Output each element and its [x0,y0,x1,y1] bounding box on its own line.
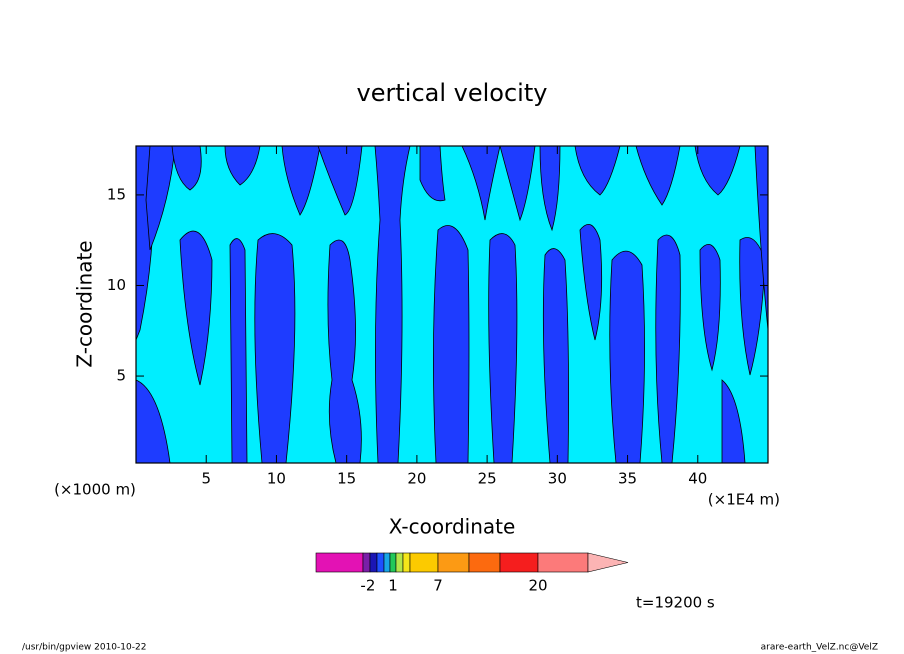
y-axis-label: Z-coordinate [73,240,97,367]
negative-region [229,238,248,463]
x-tick-label: 40 [688,470,707,488]
colorbar-label: 20 [528,577,547,595]
negative-region [317,146,363,216]
negative-region [433,225,470,463]
contour-field [136,146,768,463]
colorbar-segment [468,552,501,573]
colorbar-segment [402,552,411,573]
negative-region [635,146,681,206]
negative-region [655,234,681,463]
x-tick-label: 5 [201,470,211,488]
x-unit: (×1E4 m) [708,491,780,509]
annotation: t=19200 s [636,594,715,612]
negative-region [281,146,321,216]
negative-region [609,250,645,463]
negative-region [539,146,561,232]
negative-region [179,230,213,386]
x-tick-label: 30 [548,470,567,488]
colorbar-segment [395,552,404,573]
colorbar-segment [369,552,378,573]
colorbar-segment [362,552,371,573]
negative-region [254,233,296,463]
colorbar-label: 1 [388,577,398,595]
colorbar-segment [437,552,470,573]
colorbar-label: 7 [433,577,443,595]
colorbar-segment [499,552,539,573]
negative-region [327,239,362,463]
footer-left: /usr/bin/gpview 2010-10-22 [22,643,146,653]
negative-region [419,146,446,202]
negative-region [542,248,569,463]
x-tick-label: 20 [407,470,426,488]
footer-right: arare-earth_VelZ.nc@VelZ [761,643,878,653]
x-tick-label: 25 [478,470,497,488]
colorbar-segment [409,552,439,573]
y-tick-label: 10 [107,276,126,294]
negative-region [739,237,766,376]
negative-region [374,146,411,463]
y-tick-label: 5 [116,367,126,385]
colorbar-segment [383,552,391,573]
negative-region [699,243,721,372]
negative-region [488,233,518,463]
y-unit: (×1000 m) [54,481,136,499]
colorbar-segment [376,552,385,573]
x-tick-label: 10 [267,470,286,488]
colorbar-label: -2 [360,577,375,595]
x-axis-label: X-coordinate [389,515,516,539]
negative-region [694,146,741,196]
colorbar-segment [315,552,364,573]
chart-title: vertical velocity [357,79,548,107]
colorbar: -2 1 7 20 [315,552,629,595]
negative-region [579,223,603,341]
negative-region [461,146,501,221]
y-tick-label: 15 [107,185,126,203]
x-tick-label: 15 [337,470,356,488]
negative-region [171,146,202,191]
colorbar-segment [537,552,589,573]
x-tick-label: 35 [618,470,637,488]
colorbar-extension [587,552,629,573]
negative-region [499,146,536,222]
negative-region [224,146,261,186]
colorbar-segment [389,552,397,573]
negative-region [574,146,621,196]
plot-frame [135,145,769,464]
